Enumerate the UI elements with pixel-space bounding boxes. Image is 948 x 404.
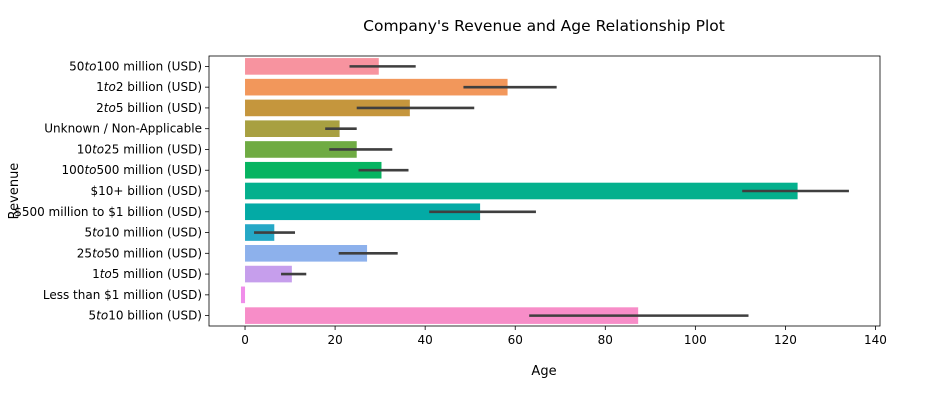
x-tick-label: 100 bbox=[684, 333, 707, 347]
bars-layer bbox=[240, 58, 798, 324]
y-tick-label: 100to500 million (USD) bbox=[62, 163, 202, 177]
x-tick-label: 80 bbox=[598, 333, 613, 347]
bar bbox=[245, 141, 357, 158]
x-tick-label: 20 bbox=[327, 333, 342, 347]
bar bbox=[245, 182, 798, 200]
x-tick-label: 140 bbox=[864, 333, 887, 347]
x-axis-label: Age bbox=[531, 364, 556, 379]
y-tick-label: 5to10 billion (USD) bbox=[89, 309, 203, 323]
x-tick-label: 120 bbox=[774, 333, 797, 347]
x-tick-label: 60 bbox=[508, 333, 523, 347]
y-axis: 50to100 million (USD) 1to2 billion (USD) 2… bbox=[14, 59, 209, 323]
error-bars-layer bbox=[254, 65, 849, 317]
bar bbox=[245, 58, 379, 75]
chart-title: Company's Revenue and Age Relationship P… bbox=[363, 17, 725, 35]
plot-frame bbox=[208, 55, 881, 327]
y-tick-label: Unknown / Non-Applicable bbox=[44, 122, 202, 136]
bar bbox=[245, 265, 292, 283]
bar bbox=[245, 99, 410, 117]
y-tick-label: 2to5 billion (USD) bbox=[96, 101, 202, 115]
y-tick-label: $500 million to $1 billion (USD) bbox=[14, 205, 202, 219]
bar bbox=[240, 286, 246, 304]
y-tick-label: Less than $1 million (USD) bbox=[43, 288, 202, 302]
y-axis-label: Revenue bbox=[7, 163, 22, 220]
y-tick-label: 1to2 billion (USD) bbox=[96, 80, 202, 94]
y-tick-label: 5to10 million (USD) bbox=[84, 226, 202, 240]
y-tick-label: 25to50 million (USD) bbox=[77, 246, 202, 260]
x-axis: 0 20 40 60 80 100 120 140 bbox=[241, 326, 887, 347]
bar bbox=[245, 203, 481, 221]
x-tick-label: 0 bbox=[241, 333, 249, 347]
bar bbox=[245, 307, 639, 324]
y-tick-label: 1to5 million (USD) bbox=[92, 267, 202, 281]
bar bbox=[245, 78, 508, 96]
y-tick-label: 10to25 million (USD) bbox=[77, 142, 202, 156]
bar bbox=[245, 245, 368, 262]
x-tick-label: 40 bbox=[418, 333, 433, 347]
bar bbox=[245, 161, 382, 179]
bar bbox=[245, 120, 340, 137]
y-tick-label: $10+ billion (USD) bbox=[91, 184, 203, 198]
y-tick-label: 50to100 million (USD) bbox=[69, 59, 202, 73]
